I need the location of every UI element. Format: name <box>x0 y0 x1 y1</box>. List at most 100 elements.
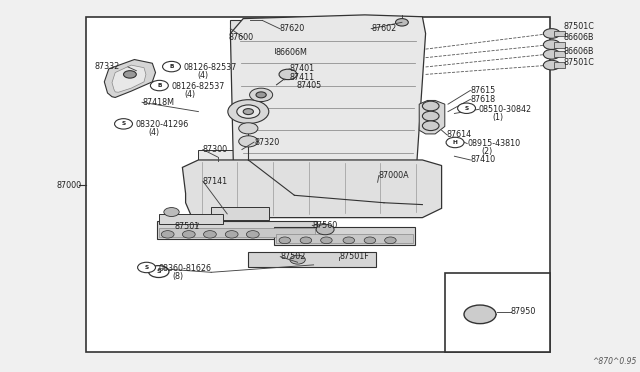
Text: 87410: 87410 <box>470 155 495 164</box>
Bar <box>159 228 315 237</box>
Text: B: B <box>157 83 161 88</box>
Circle shape <box>543 49 560 59</box>
Circle shape <box>316 224 334 235</box>
Polygon shape <box>112 65 146 92</box>
Bar <box>157 221 317 239</box>
Circle shape <box>239 123 258 134</box>
Circle shape <box>543 60 560 70</box>
Text: 08915-43810: 08915-43810 <box>467 139 520 148</box>
Text: ^870^0.95: ^870^0.95 <box>593 357 637 366</box>
Text: 86606M: 86606M <box>275 48 307 57</box>
Text: 87614: 87614 <box>447 130 472 139</box>
Text: 87618: 87618 <box>470 95 495 104</box>
Text: H: H <box>452 140 458 145</box>
Text: (2): (2) <box>481 147 493 156</box>
Circle shape <box>246 231 259 238</box>
Text: 87401: 87401 <box>289 64 314 73</box>
Text: 87501: 87501 <box>174 222 199 231</box>
Bar <box>230 20 285 37</box>
Circle shape <box>279 69 297 80</box>
Bar <box>445 273 550 352</box>
Bar <box>198 150 240 164</box>
Text: S: S <box>465 106 468 111</box>
Text: 87600: 87600 <box>228 33 253 42</box>
Text: 87502: 87502 <box>280 252 306 261</box>
Text: 87000A: 87000A <box>379 171 410 180</box>
Circle shape <box>225 231 238 238</box>
Bar <box>159 214 223 224</box>
Circle shape <box>237 105 260 118</box>
Text: B: B <box>170 64 173 69</box>
Text: 87950: 87950 <box>511 307 536 316</box>
Text: 87411: 87411 <box>289 73 314 81</box>
Circle shape <box>321 237 332 244</box>
Circle shape <box>464 305 496 324</box>
Text: S: S <box>145 265 148 270</box>
Text: S: S <box>156 269 161 274</box>
Bar <box>274 227 415 245</box>
Circle shape <box>279 237 291 244</box>
Text: (4): (4) <box>197 71 208 80</box>
Text: 87418M: 87418M <box>142 98 174 107</box>
Circle shape <box>124 71 136 78</box>
Polygon shape <box>182 160 442 218</box>
Circle shape <box>256 92 266 98</box>
Circle shape <box>385 237 396 244</box>
Bar <box>554 51 565 57</box>
Text: 87501F: 87501F <box>339 252 369 261</box>
Text: 87300: 87300 <box>203 145 228 154</box>
Text: (4): (4) <box>148 128 159 137</box>
Circle shape <box>228 100 269 124</box>
Text: 87501C: 87501C <box>563 58 594 67</box>
Polygon shape <box>419 100 445 134</box>
Circle shape <box>150 80 168 91</box>
Text: 08126-82537: 08126-82537 <box>172 82 225 91</box>
Circle shape <box>204 231 216 238</box>
Circle shape <box>543 40 560 49</box>
Text: S: S <box>122 121 125 126</box>
Circle shape <box>138 262 156 273</box>
Text: (8): (8) <box>173 272 184 281</box>
Circle shape <box>422 101 439 111</box>
Circle shape <box>164 208 179 217</box>
Text: 87332: 87332 <box>95 62 120 71</box>
Circle shape <box>446 137 464 148</box>
Text: 87320: 87320 <box>254 138 279 147</box>
Circle shape <box>250 88 273 102</box>
Bar <box>86 17 550 352</box>
Text: 87602: 87602 <box>371 24 396 33</box>
Text: 86606B: 86606B <box>563 47 594 56</box>
Text: (1): (1) <box>493 113 504 122</box>
Circle shape <box>396 19 408 26</box>
Text: 87501C: 87501C <box>563 22 594 31</box>
Bar <box>248 252 376 267</box>
Circle shape <box>300 237 312 244</box>
Text: 87141: 87141 <box>203 177 228 186</box>
Text: 87405: 87405 <box>296 81 321 90</box>
Circle shape <box>239 136 258 147</box>
Circle shape <box>422 111 439 121</box>
Circle shape <box>148 266 169 278</box>
Text: 87615: 87615 <box>470 86 495 95</box>
Circle shape <box>458 103 476 113</box>
Bar <box>276 234 413 243</box>
Circle shape <box>243 109 253 115</box>
Text: 08360-81626: 08360-81626 <box>159 264 212 273</box>
Circle shape <box>182 231 195 238</box>
Circle shape <box>343 237 355 244</box>
Circle shape <box>422 121 439 131</box>
Text: 08126-82537: 08126-82537 <box>184 63 237 72</box>
Circle shape <box>161 231 174 238</box>
Text: 86606B: 86606B <box>563 33 594 42</box>
Text: 87620: 87620 <box>280 24 305 33</box>
Bar <box>211 207 269 220</box>
Circle shape <box>115 119 132 129</box>
Text: 08320-41296: 08320-41296 <box>136 121 189 129</box>
Polygon shape <box>230 15 426 182</box>
Polygon shape <box>104 60 156 97</box>
Bar <box>554 31 565 36</box>
Circle shape <box>543 29 560 38</box>
Text: 87560: 87560 <box>312 221 337 230</box>
Bar <box>554 42 565 48</box>
Circle shape <box>290 255 305 264</box>
